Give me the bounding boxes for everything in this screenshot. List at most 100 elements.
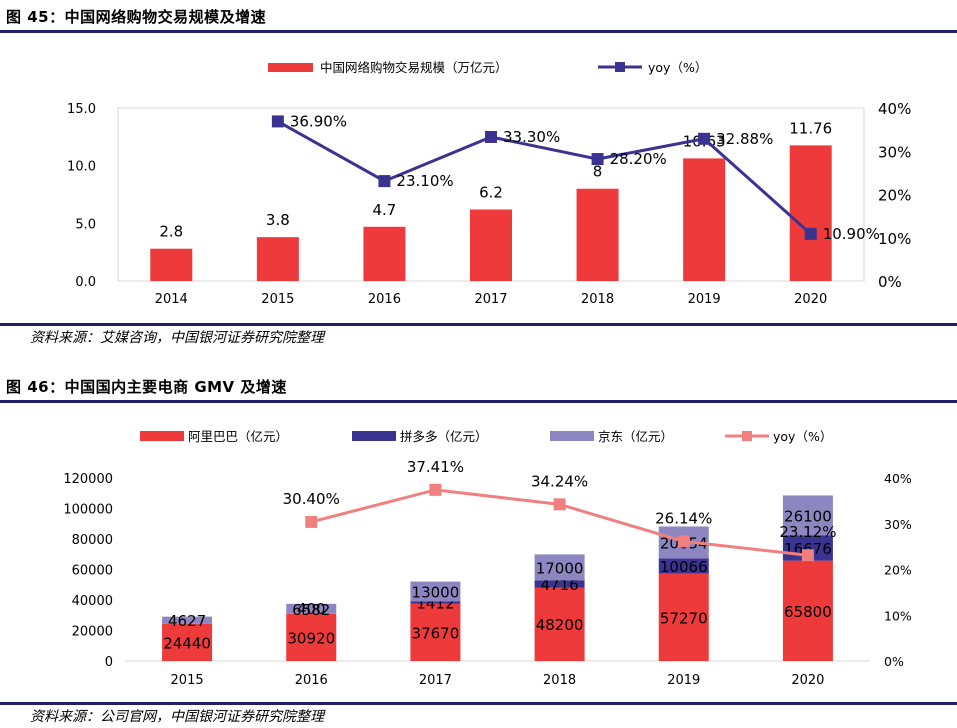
x-axis-tick-label: 2019 [688, 292, 721, 307]
x-axis-tick-label: 2020 [794, 292, 827, 307]
y-axis-tick-label: 40000 [72, 594, 113, 609]
figure-46-source: 资料来源：公司官网，中国银河证券研究院整理 [30, 709, 324, 725]
yoy-data-label: 30.40% [283, 490, 340, 508]
y2-axis-tick-label: 40% [884, 471, 912, 486]
yoy-data-label: 34.24% [531, 472, 588, 490]
x-axis-tick-label: 2018 [543, 673, 576, 688]
figure-45-bottom-rule [0, 323, 957, 326]
x-axis-tick-label: 2019 [667, 673, 700, 688]
y2-axis-tick-label: 20% [878, 187, 911, 205]
bar-data-label: 4.7 [372, 201, 396, 219]
yoy-data-label: 37.41% [407, 458, 464, 476]
y-axis-tick-label: 15.0 [67, 102, 96, 117]
bar-segment-label: 10066 [660, 558, 708, 576]
yoy-marker [429, 483, 442, 496]
legend-swatch [550, 431, 594, 441]
bar-online-shopping [150, 248, 193, 281]
y-axis-tick-label: 120000 [63, 472, 113, 487]
y2-axis-tick-label: 30% [884, 517, 912, 532]
y2-axis-tick-label: 30% [878, 143, 911, 161]
bar-segment-label: 6582 [292, 601, 330, 619]
legend-bar-swatch [268, 63, 313, 72]
bar-online-shopping [470, 209, 512, 281]
figure-45-top-rule [0, 30, 957, 33]
yoy-marker [271, 115, 284, 128]
stacked-bar-segment [410, 603, 461, 661]
bar-online-shopping [789, 145, 832, 281]
yoy-data-label: 26.14% [655, 509, 712, 527]
bar-segment-label: 37670 [412, 624, 460, 642]
legend-label: yoy（%） [773, 429, 832, 444]
yoy-marker [591, 153, 604, 166]
legend-line-label: yoy（%） [648, 60, 707, 75]
bar-segment-label: 400 [297, 600, 326, 618]
yoy-data-label: 36.90% [290, 112, 347, 130]
x-axis-tick-label: 2020 [791, 673, 824, 688]
y-axis-tick-label: 20000 [72, 625, 113, 640]
x-axis-tick-label: 2018 [581, 292, 614, 307]
bar-online-shopping [256, 237, 299, 281]
figure-46-bottom-rule [0, 702, 957, 705]
y-axis-tick-label: 10.0 [67, 160, 96, 175]
yoy-marker [801, 549, 814, 562]
legend-swatch [140, 431, 184, 441]
legend-label: 京东（亿元） [598, 429, 673, 444]
figure-45-title: 图 45：中国网络购物交易规模及增速 [6, 8, 267, 26]
stacked-bar-segment [782, 560, 833, 661]
stacked-bar-segment [162, 623, 213, 661]
stacked-bar-segment [534, 580, 585, 588]
yoy-line [277, 120, 812, 235]
yoy-data-label: 28.20% [610, 150, 667, 168]
bar-data-label: 3.8 [266, 211, 290, 229]
y2-axis-tick-label: 40% [878, 100, 911, 118]
bar-segment-label: 57270 [660, 609, 708, 627]
y2-axis-tick-label: 0% [878, 273, 902, 291]
stacked-bar-segment [286, 613, 337, 661]
yoy-marker [485, 130, 497, 143]
x-axis-tick-label: 2015 [171, 673, 204, 688]
bar-segment-label: 4716 [540, 576, 578, 594]
y-axis-tick-label: 60000 [72, 564, 113, 579]
y-axis-tick-label: 100000 [63, 503, 113, 518]
yoy-marker [378, 175, 391, 188]
y2-axis-tick-label: 20% [884, 563, 912, 578]
stacked-bar-segment [658, 558, 709, 574]
bar-data-label: 8 [593, 163, 603, 181]
bar-segment-label: 13000 [412, 583, 460, 601]
yoy-data-label: 10.90% [823, 225, 880, 243]
y-axis-tick-label: 0.0 [75, 275, 96, 290]
figure-45-source: 资料来源：艾媒咨询，中国银河证券研究院整理 [30, 330, 324, 346]
stacked-bar-segment [410, 581, 461, 602]
y-axis-tick-label: 5.0 [75, 217, 96, 232]
bar-online-shopping [363, 226, 406, 281]
legend-line-marker [615, 62, 625, 72]
y-axis-tick-label: 0 [105, 655, 113, 670]
bar-segment-label: 26100 [784, 507, 832, 525]
y2-axis-tick-label: 10% [884, 608, 912, 623]
stacked-bar-segment [534, 554, 585, 581]
bar-segment-label: 65800 [784, 603, 832, 621]
stacked-bar-segment [782, 495, 833, 536]
figure-46-title: 图 46：中国国内主要电商 GMV 及增速 [6, 378, 287, 396]
x-axis-tick-label: 2016 [295, 673, 328, 688]
bar-data-label: 11.76 [789, 119, 832, 137]
legend-line-marker [742, 431, 752, 441]
bar-online-shopping [683, 158, 726, 281]
x-axis-tick-label: 2016 [368, 292, 401, 307]
bar-segment-label: 4627 [168, 612, 206, 630]
yoy-data-label: 23.12% [779, 523, 836, 541]
bar-data-label: 6.2 [479, 183, 503, 201]
y2-axis-tick-label: 10% [878, 230, 911, 248]
y2-axis-tick-label: 0% [884, 654, 904, 669]
bar-online-shopping [576, 188, 619, 281]
yoy-data-label: 33.30% [503, 128, 560, 146]
yoy-marker [804, 227, 817, 240]
x-axis-tick-label: 2014 [155, 292, 188, 307]
yoy-marker [677, 535, 690, 548]
yoy-data-label: 32.88% [716, 130, 773, 148]
x-axis-tick-label: 2017 [474, 292, 507, 307]
y-axis-tick-label: 80000 [72, 533, 113, 548]
figure-46-top-rule [0, 400, 957, 403]
bar-segment-label: 17000 [536, 559, 584, 577]
x-axis-tick-label: 2017 [419, 673, 452, 688]
